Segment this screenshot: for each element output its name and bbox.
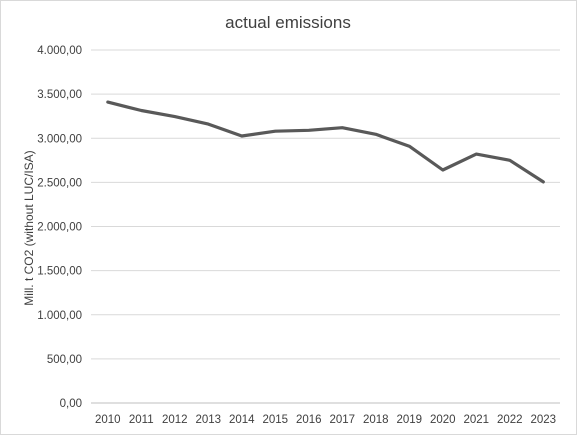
y-tick-label: 2.500,00 — [37, 177, 82, 189]
x-tick-label: 2022 — [497, 414, 523, 426]
gridlines — [91, 49, 560, 404]
x-tick-label: 2023 — [530, 414, 556, 426]
x-tick-label: 2018 — [363, 414, 389, 426]
y-tick-label: 3.500,00 — [37, 89, 82, 101]
x-tick-label: 2011 — [129, 414, 154, 426]
x-axis-tick-labels: 2010 2011 2012 2013 2014 2015 2016 2017 2018 2019… — [95, 414, 556, 426]
series-line — [106, 100, 545, 184]
y-axis-tick-labels: 0,00 500,00 1.000,00 1.500,00 2.000,00 2.500,… — [37, 45, 82, 410]
y-tick-label: 3.000,00 — [37, 133, 82, 145]
x-tick-label: 2014 — [229, 414, 255, 426]
y-tick-label: 4.000,00 — [37, 45, 82, 57]
x-tick-label: 2012 — [162, 414, 188, 426]
y-tick-label: 2.000,00 — [37, 222, 82, 234]
x-tick-label: 2013 — [195, 414, 221, 426]
x-tick-label: 2010 — [95, 414, 121, 426]
x-tick-label: 2016 — [296, 414, 322, 426]
y-tick-label: 1.000,00 — [37, 310, 82, 322]
x-tick-label: 2020 — [430, 414, 456, 426]
x-tick-label: 2019 — [396, 414, 422, 426]
y-tick-label: 500,00 — [47, 354, 82, 366]
chart-title: actual emissions — [225, 13, 351, 32]
y-tick-label: 0,00 — [60, 398, 82, 410]
series-layer — [106, 100, 545, 184]
x-tick-label: 2015 — [262, 414, 288, 426]
y-tick-label: 1.500,00 — [37, 266, 82, 278]
x-tick-label: 2021 — [463, 414, 489, 426]
y-axis-title: Mill. t CO2 (without LUC/ISA) — [22, 150, 36, 305]
x-tick-label: 2017 — [329, 414, 355, 426]
